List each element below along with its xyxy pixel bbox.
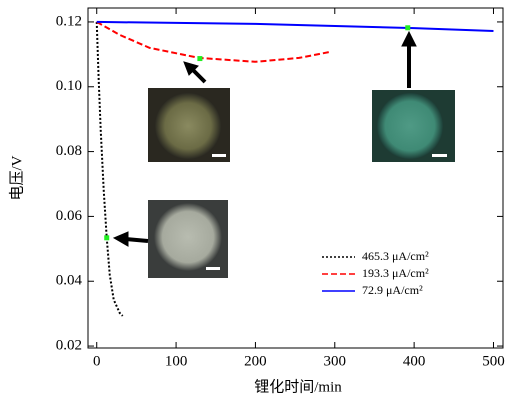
y-axis-label: 电压/V: [8, 155, 25, 200]
arrow: [126, 239, 148, 241]
y-tick-label: 0.08: [56, 143, 82, 159]
arrow: [193, 70, 205, 82]
x-tick-label: 100: [165, 353, 188, 369]
y-tick-label: 0.06: [56, 208, 83, 224]
scale-bar: [206, 267, 220, 270]
y-tick-label: 0.10: [56, 78, 82, 94]
legend-label: 72.9 μA/cm²: [362, 283, 423, 297]
legend-label: 465.3 μA/cm²: [362, 249, 429, 263]
series-line: [97, 22, 494, 31]
inset-photo: [377, 93, 443, 159]
series-line: [97, 22, 123, 316]
series-line: [97, 22, 329, 62]
x-tick-label: 200: [244, 353, 267, 369]
highlight-marker: [104, 235, 109, 240]
y-tick-label: 0.02: [56, 337, 82, 353]
arrow-head: [402, 32, 416, 46]
inset-photo: [154, 203, 222, 271]
y-tick-label: 0.12: [56, 13, 82, 29]
arrow-head: [114, 232, 128, 246]
inset-photo: [155, 93, 221, 159]
scale-bar: [432, 154, 447, 157]
x-tick-label: 0: [93, 353, 101, 369]
x-tick-label: 300: [324, 353, 347, 369]
scale-bar: [212, 154, 226, 157]
y-tick-label: 0.04: [56, 273, 83, 289]
legend-label: 193.3 μA/cm²: [362, 266, 429, 280]
insets: [114, 32, 455, 278]
chart: 锂化时间/min 电压/V 0 100 200 300 400 500 0.02 0.04 0.…: [0, 0, 506, 403]
highlight-marker: [197, 56, 202, 61]
highlight-marker: [405, 25, 410, 30]
plot-frame: [88, 8, 503, 348]
x-tick-label: 400: [403, 353, 426, 369]
x-axis-label: 锂化时间/min: [254, 378, 342, 395]
x-tick-label: 500: [482, 353, 505, 369]
